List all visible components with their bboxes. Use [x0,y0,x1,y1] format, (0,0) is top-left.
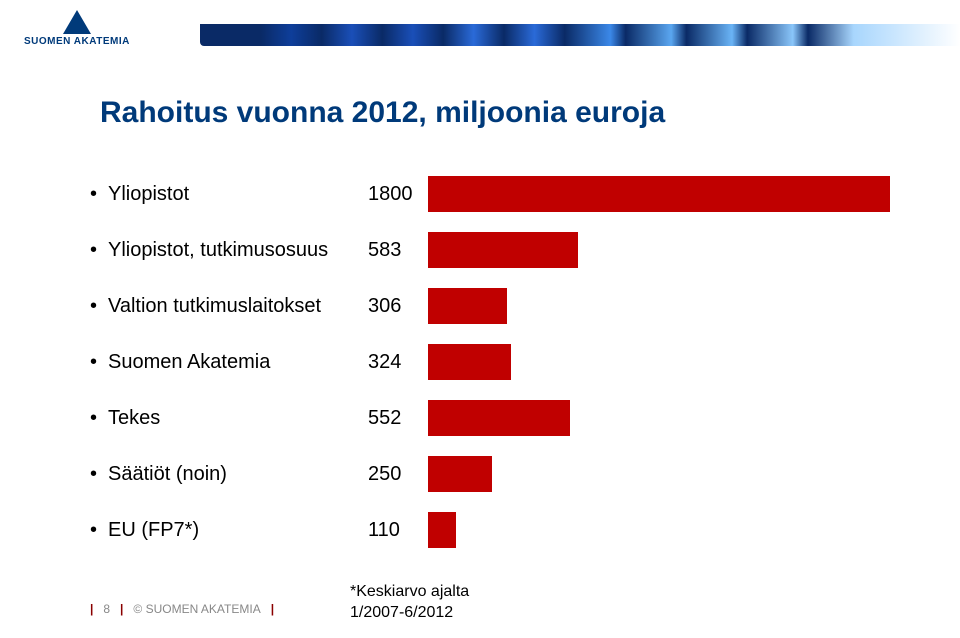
slide-footer: | 8 | © SUOMEN AKATEMIA | [90,602,274,616]
chart-row: •Suomen Akatemia324 [90,338,890,386]
chart-row-label: Suomen Akatemia [108,351,368,374]
chart-row: •Tekes552 [90,394,890,442]
chart-row-value: 324 [368,351,428,374]
bullet-icon: • [90,184,108,204]
footnote-line-2: 1/2007-6/2012 [350,603,469,624]
footer-copyright: © SUOMEN AKATEMIA [133,602,260,616]
chart-row-value: 306 [368,295,428,318]
bar-track [428,230,890,270]
bullet-icon: • [90,464,108,484]
logo-triangle-icon [63,10,91,34]
bar-track [428,286,890,326]
bar-track [428,174,890,214]
chart-row-value: 250 [368,463,428,486]
chart-row-value: 110 [368,519,428,542]
footer-separator-icon: | [90,602,93,616]
footer-separator-icon: | [271,602,274,616]
bullet-icon: • [90,352,108,372]
logo-text: SUOMEN AKATEMIA [24,36,130,47]
bar [428,344,511,380]
chart-row-value: 552 [368,407,428,430]
chart-row-value: 583 [368,239,428,262]
footer-separator-icon: | [120,602,123,616]
bar-track [428,342,890,382]
slide-header: SUOMEN AKATEMIA [0,0,960,70]
bullet-icon: • [90,296,108,316]
bar [428,176,890,212]
chart-row-label: Yliopistot, tutkimusosuus [108,239,368,262]
chart-row-label: EU (FP7*) [108,519,368,542]
chart-row-label: Yliopistot [108,183,368,206]
chart-row: •Valtion tutkimuslaitokset306 [90,282,890,330]
bar-chart: •Yliopistot1800•Yliopistot, tutkimusosuu… [90,170,890,562]
chart-row-label: Valtion tutkimuslaitokset [108,295,368,318]
bar [428,512,456,548]
logo: SUOMEN AKATEMIA [24,10,130,47]
bar [428,232,578,268]
bullet-icon: • [90,408,108,428]
chart-row: •EU (FP7*)110 [90,506,890,554]
chart-row-label: Säätiöt (noin) [108,463,368,486]
bullet-icon: • [90,240,108,260]
chart-row-value: 1800 [368,183,428,206]
chart-row: •Säätiöt (noin)250 [90,450,890,498]
chart-row: •Yliopistot1800 [90,170,890,218]
header-band [200,24,960,46]
bar [428,400,570,436]
chart-row-label: Tekes [108,407,368,430]
bar-track [428,454,890,494]
footnote-line-1: *Keskiarvo ajalta [350,582,469,603]
chart-row: •Yliopistot, tutkimusosuus583 [90,226,890,274]
page-number: 8 [103,602,110,616]
bar-track [428,398,890,438]
bar [428,288,507,324]
bar [428,456,492,492]
bullet-icon: • [90,520,108,540]
slide-title: Rahoitus vuonna 2012, miljoonia euroja [100,96,665,130]
bar-track [428,510,890,550]
footnote: *Keskiarvo ajalta 1/2007-6/2012 [350,582,469,624]
